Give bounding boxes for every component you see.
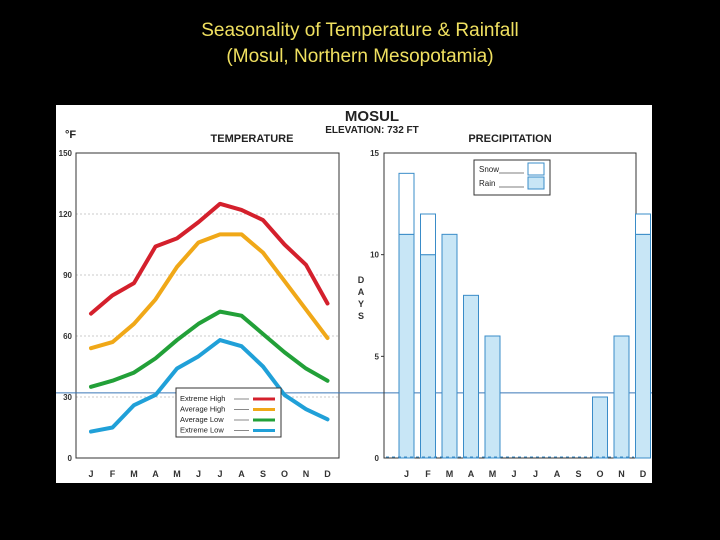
temperature-x-tick-label: N — [303, 469, 310, 479]
precipitation-x-tick-label: O — [596, 469, 603, 479]
precipitation-y-tick-label: 10 — [370, 251, 379, 260]
slide-title-line-1: Seasonality of Temperature & Rainfall — [201, 20, 519, 41]
rain-bar — [441, 233, 458, 459]
station-title: MOSUL — [345, 108, 399, 125]
temperature-x-tick-label: F — [110, 469, 116, 479]
temperature-y-tick-label: 60 — [63, 332, 72, 341]
precipitation-y-label-letter: D — [358, 275, 365, 285]
precipitation-x-tick-label: M — [489, 469, 497, 479]
temperature-x-tick-label: J — [217, 469, 222, 479]
temperature-series-line — [89, 232, 330, 351]
precipitation-y-tick-label: 0 — [375, 454, 380, 463]
temperature-x-tick-label: J — [88, 469, 93, 479]
precipitation-x-tick-label: N — [618, 469, 625, 479]
temperature-legend-label: Average High — [180, 405, 225, 414]
temperature-legend-label: Extreme High — [180, 394, 225, 403]
precipitation-y-label-letter: S — [358, 311, 364, 321]
precipitation-x-tick-label: S — [575, 469, 581, 479]
temperature-x-tick-label: A — [152, 469, 159, 479]
precipitation-y-label-letter: Y — [358, 299, 364, 309]
temperature-legend-label: Average Low — [180, 415, 224, 424]
precipitation-title: PRECIPITATION — [468, 133, 551, 145]
temperature-x-tick-label: O — [281, 469, 288, 479]
temperature-y-tick-label: 0 — [68, 454, 73, 463]
precipitation-y-tick-label: 5 — [375, 352, 380, 361]
temperature-series-line — [89, 338, 330, 434]
temperature-legend-label: Extreme Low — [180, 426, 224, 435]
rain-bar — [484, 335, 501, 459]
precipitation-x-tick-label: D — [640, 469, 647, 479]
precipitation-legend-swatch — [527, 162, 545, 176]
precipitation-x-tick-label: A — [554, 469, 561, 479]
precipitation-legend-swatch — [527, 176, 545, 190]
precipitation-x-tick-label: J — [404, 469, 409, 479]
temperature-y-tick-label: 90 — [63, 271, 72, 280]
temperature-y-tick-label: 150 — [59, 149, 73, 158]
temperature-series-line — [89, 201, 330, 316]
temperature-legend-box — [175, 387, 282, 438]
temperature-y-tick-label: 120 — [59, 210, 73, 219]
rain-bar — [613, 335, 630, 459]
precipitation-legend-label: Rain — [479, 179, 495, 188]
temperature-x-tick-label: S — [260, 469, 266, 479]
temperature-x-tick-label: D — [324, 469, 331, 479]
precipitation-x-tick-label: A — [468, 469, 475, 479]
temperature-y-unit: °F — [65, 129, 76, 141]
temperature-y-tick-label: 30 — [63, 393, 72, 402]
snow-bar — [635, 213, 651, 235]
precipitation-x-tick-label: J — [533, 469, 538, 479]
rain-bar — [398, 233, 415, 459]
climate-chart-svg: MOSUL ELEVATION: 732 FT TEMPERATURE °F 0 30… — [56, 108, 652, 479]
rain-bar — [592, 396, 608, 459]
temperature-title: TEMPERATURE — [211, 133, 294, 145]
temperature-x-tick-label: M — [173, 469, 181, 479]
slide-title-line-2: (Mosul, Northern Mesopotamia) — [226, 46, 494, 67]
temperature-plot-frame — [75, 152, 340, 459]
rain-bar — [463, 294, 479, 459]
temperature-x-tick-label: A — [238, 469, 245, 479]
rain-bar — [420, 254, 436, 459]
temperature-x-tick-label: J — [196, 469, 201, 479]
snow-bar — [398, 172, 415, 235]
precipitation-y-tick-label: 15 — [370, 149, 379, 158]
rain-bar — [635, 233, 651, 459]
temperature-series-line — [89, 309, 330, 389]
precipitation-x-tick-label: F — [425, 469, 431, 479]
snow-bar — [420, 213, 436, 256]
climate-figure: MOSUL ELEVATION: 732 FT TEMPERATURE °F 0 30… — [56, 105, 652, 483]
precipitation-legend-label: Snow — [479, 165, 499, 174]
elevation-label: ELEVATION: 732 FT — [325, 125, 419, 136]
precipitation-x-tick-label: M — [446, 469, 454, 479]
precipitation-y-label-letter: A — [358, 287, 365, 297]
precipitation-x-tick-label: J — [511, 469, 516, 479]
slide-title: Seasonality of Temperature & Rainfall (M… — [0, 18, 720, 70]
temperature-x-tick-label: M — [130, 469, 138, 479]
